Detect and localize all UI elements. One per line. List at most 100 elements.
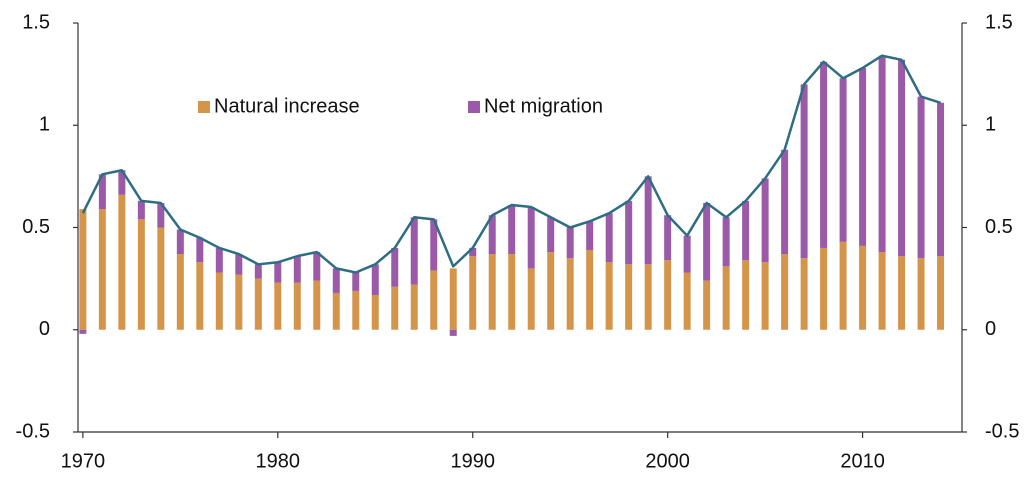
bar [566,258,574,330]
bar [664,215,672,261]
x-tick-label: 2000 [645,450,690,472]
bar [430,270,438,330]
legend-label: Net migration [484,95,603,117]
bar [722,217,730,267]
bar [118,170,126,195]
bar [391,247,399,287]
legend-swatch [198,101,210,113]
y-tick-label: 0.5 [22,216,50,238]
bar [488,254,496,330]
bar [566,227,574,259]
bar [898,256,906,330]
bar [820,247,828,330]
bar [215,272,223,330]
bar [79,209,87,330]
bar [371,264,379,295]
y-tick-label: -0.5 [16,420,50,442]
bar [703,202,711,281]
bar [917,96,925,259]
bar [196,262,204,330]
bar [527,207,535,269]
bar [410,217,418,285]
y2-tick-label: 1 [985,114,996,136]
legend-swatch [468,101,480,113]
bar [878,252,886,330]
bar [449,268,457,330]
bar [742,260,750,330]
bar [235,254,243,275]
bar [820,61,828,248]
bar [274,262,282,283]
bar [839,241,847,330]
bar [586,249,594,330]
bar [352,290,360,330]
bar [625,200,633,265]
bar [235,274,243,330]
bar [937,256,945,330]
bar [254,264,262,279]
bar [937,102,945,257]
bar [508,254,516,330]
bar [118,194,126,330]
bar [98,209,106,330]
y2-tick-label: 1.5 [985,11,1013,33]
bar [605,213,613,263]
bar [157,227,165,330]
bar [586,221,594,250]
bar [98,174,106,210]
bar [859,245,867,330]
x-tick-label: 1970 [61,450,106,472]
bar [293,282,301,330]
x-tick-label: 1980 [256,450,301,472]
bar [313,252,321,281]
bar [157,202,165,228]
bar [683,272,691,330]
bar [215,247,223,273]
y2-tick-label: 0 [985,318,996,340]
bar [703,280,711,330]
bar [274,282,282,330]
bar [644,176,652,265]
bar [527,268,535,330]
bar [859,67,867,246]
bar [469,247,477,257]
bar [137,200,145,220]
bar [391,286,399,330]
bar [508,205,516,255]
bar [839,78,847,242]
bar [800,84,808,259]
bar [196,237,204,263]
bar [683,235,691,273]
bar [469,256,477,330]
total-line [81,54,941,274]
y2-tick-label: 0.5 [985,216,1013,238]
y-tick-label: 0 [39,318,50,340]
bar [137,219,145,330]
bar [410,284,418,330]
bar [293,256,301,283]
bar [488,215,496,255]
bar [625,264,633,330]
bar [917,258,925,330]
bar [781,149,789,255]
bar [800,258,808,330]
bar [761,262,769,330]
legend-label: Natural increase [214,95,360,117]
y2-tick-label: -0.5 [985,420,1019,442]
x-tick-label: 1990 [450,450,495,472]
bar [644,264,652,330]
bar [176,229,184,255]
bar [878,55,886,253]
bar [547,217,555,253]
bar [781,254,789,330]
bar [332,268,340,293]
bar [664,260,672,330]
bar [449,329,457,336]
bar [605,262,613,330]
bar [722,266,730,330]
y-tick-label: 1.5 [22,11,50,33]
bar [332,292,340,330]
y-tick-label: 1 [39,114,50,136]
bar [898,59,906,257]
